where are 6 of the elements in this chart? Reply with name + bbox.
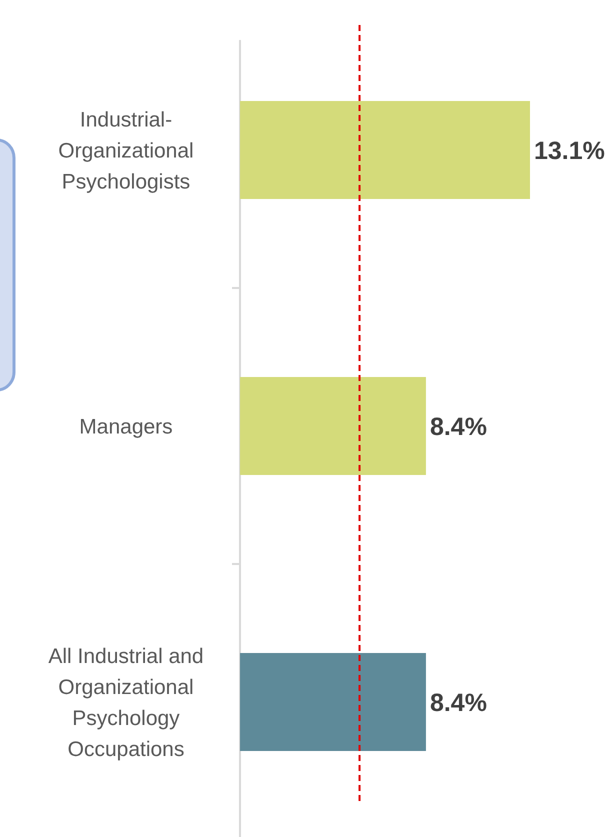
y-tick-label: Industrial-Organizational Psychologists [58, 108, 194, 194]
data-label: 8.4% [430, 412, 487, 441]
data-label: 8.4% [430, 688, 487, 717]
y-tick-label: All Industrial and Organizational Psychology Occupations [48, 644, 204, 761]
data-label: 13.1% [534, 136, 605, 165]
y-tick-label: Managers [79, 415, 173, 438]
